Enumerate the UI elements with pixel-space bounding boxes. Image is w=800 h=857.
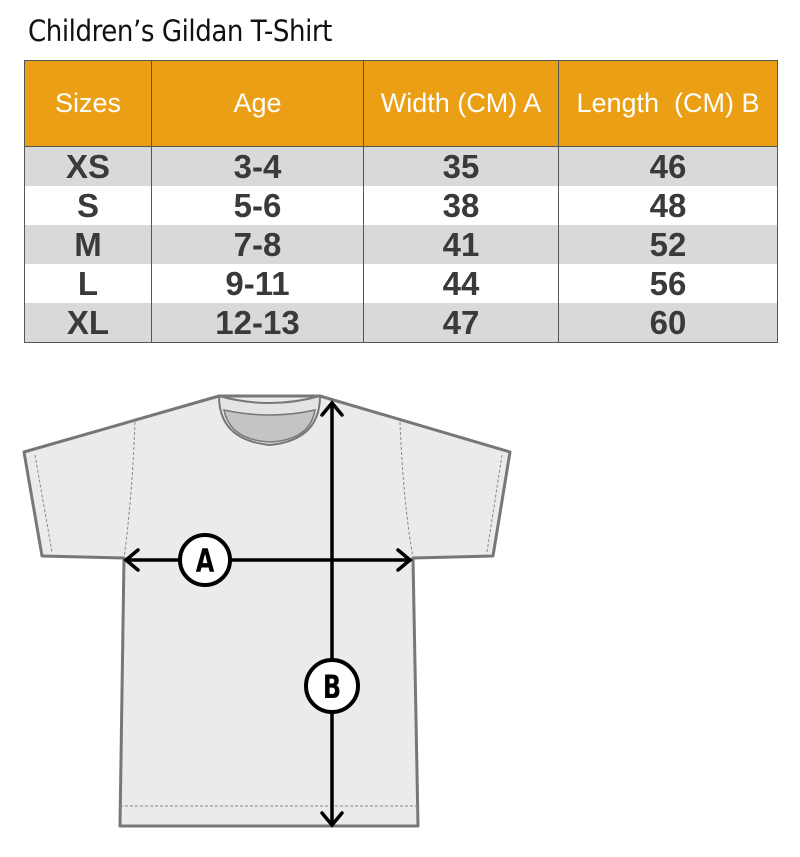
header-length: Length (CM) B [558,60,778,147]
cell-length: 56 [558,264,778,303]
cell-age: 5-6 [151,186,364,225]
header-age: Age [151,60,364,147]
cell-age: 12-13 [151,303,364,343]
cell-size: XS [24,146,152,186]
length-arrow [320,400,344,828]
label-b: B [323,669,341,706]
cell-width: 44 [363,264,559,303]
label-b-circle [304,658,360,714]
table-row: XS 3-4 35 46 [24,146,778,186]
header-width: Width (CM) A [363,60,559,147]
cell-width: 41 [363,225,559,264]
collar-inside [223,409,316,443]
table-row: M 7-8 41 52 [24,225,778,264]
table-row: L 9-11 44 56 [24,264,778,303]
cell-width: 35 [363,146,559,186]
cell-length: 60 [558,303,778,343]
label-a: A [196,543,215,580]
tshirt-outline [22,394,512,828]
header-row: Sizes Age Width (CM) A Length (CM) B [24,60,778,147]
page-title: Children’s Gildan T-Shirt [28,14,332,48]
cell-size: M [24,225,152,264]
cell-size: L [24,264,152,303]
cell-length: 46 [558,146,778,186]
cell-length: 52 [558,225,778,264]
cell-length: 48 [558,186,778,225]
cell-width: 47 [363,303,559,343]
table-row: XL 12-13 47 60 [24,303,778,343]
cell-width: 38 [363,186,559,225]
cell-size: XL [24,303,152,343]
cell-size: S [24,186,152,225]
cell-age: 9-11 [151,264,364,303]
width-arrow [123,548,413,572]
cell-age: 7-8 [151,225,364,264]
cell-age: 3-4 [151,146,364,186]
header-sizes: Sizes [24,60,152,147]
table-row: S 5-6 38 48 [24,186,778,225]
size-table: Sizes Age Width (CM) A Length (CM) B XS 3… [24,60,778,343]
label-a-circle [178,533,232,587]
